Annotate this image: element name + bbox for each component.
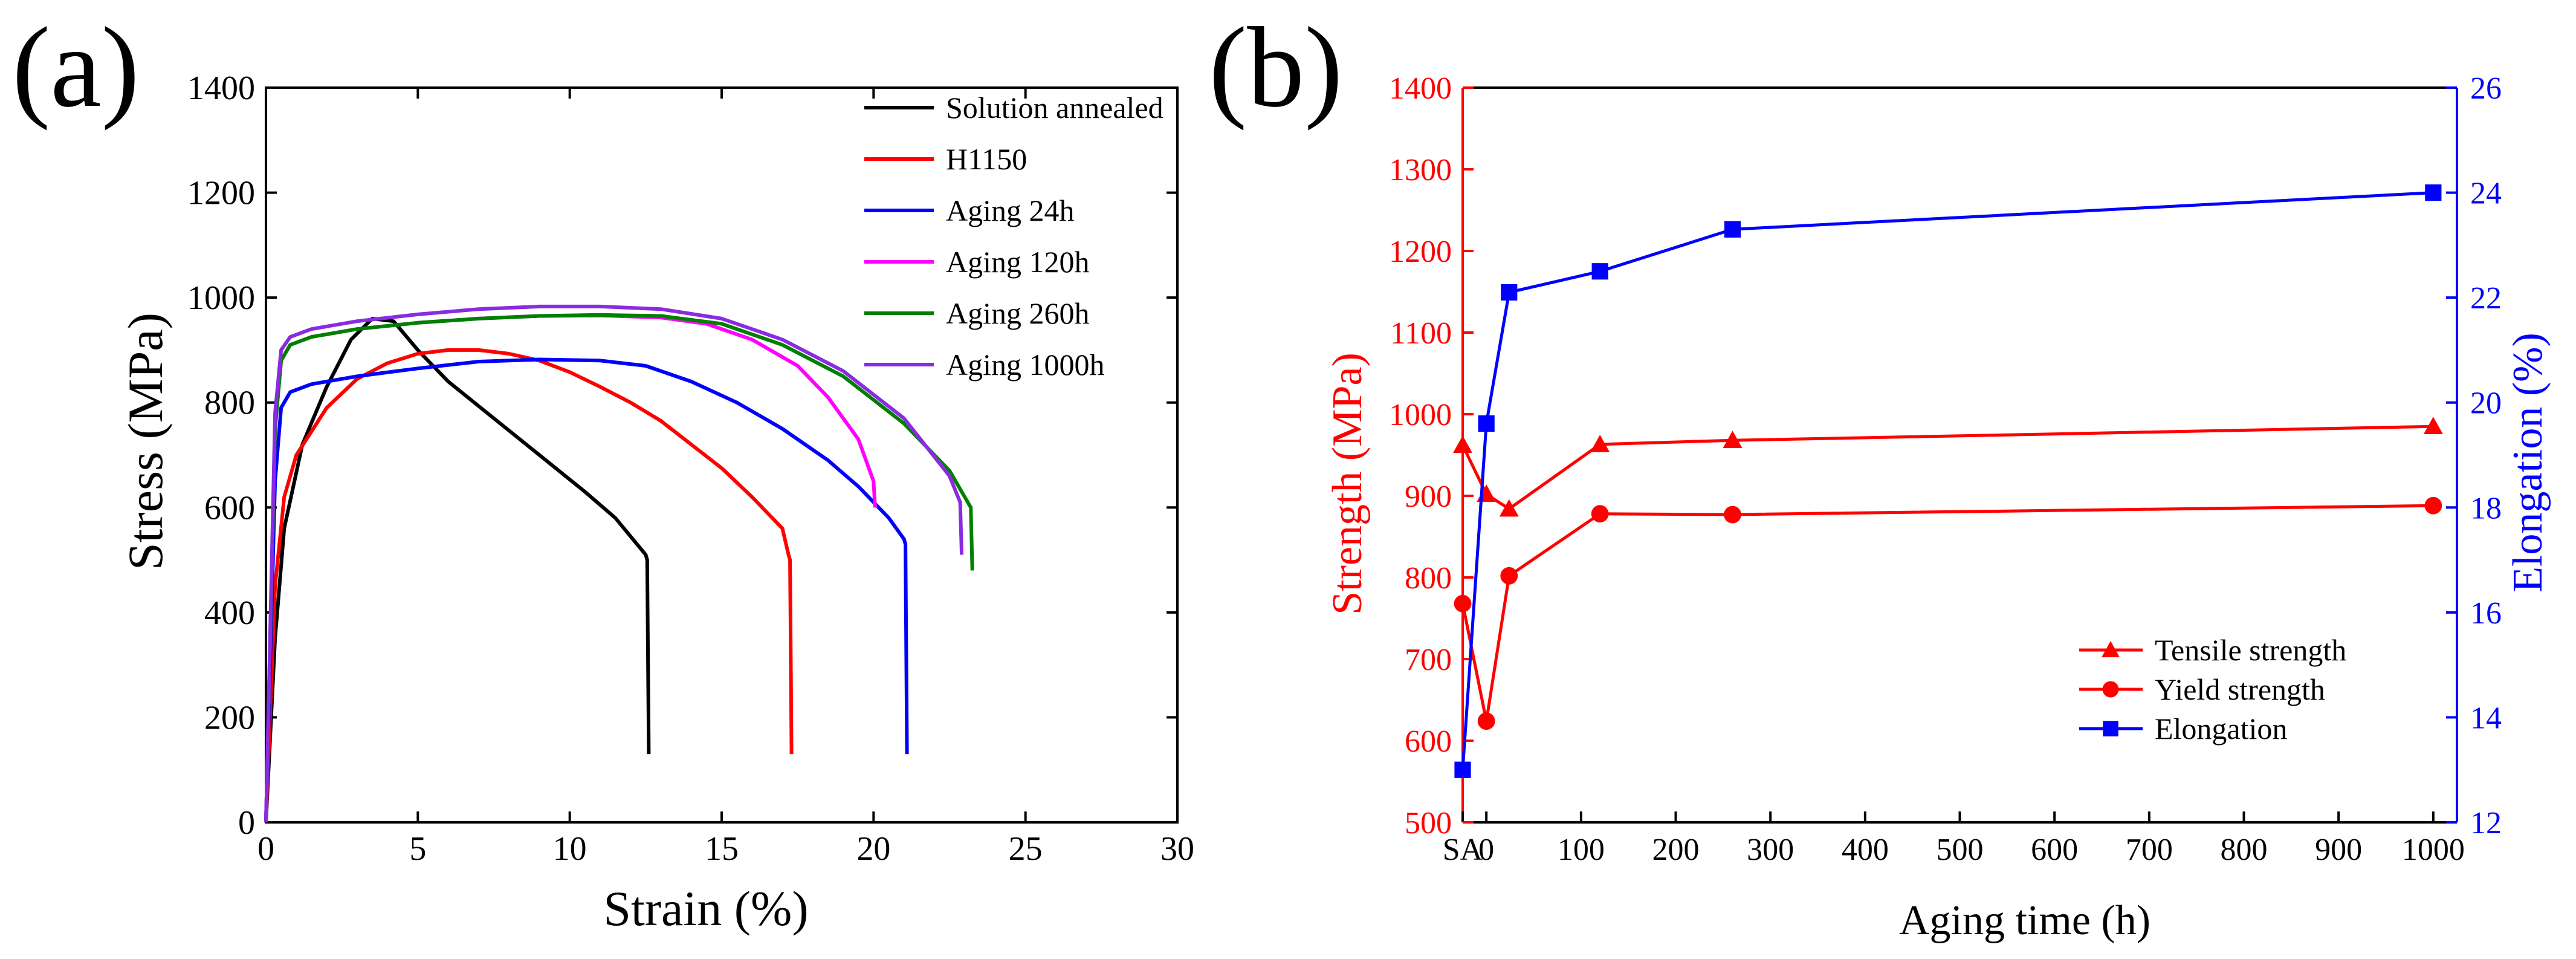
y-tick-label: 1200 bbox=[187, 175, 255, 212]
y2-tick-label: 18 bbox=[2470, 491, 2502, 525]
legend-label-4: Aging 260h bbox=[946, 296, 1090, 330]
y2-tick-label: 20 bbox=[2470, 386, 2502, 421]
legend-marker-2 bbox=[2103, 721, 2118, 736]
panel-b-plot-area: SA0 100 200 300 400 500 600 700 800 900 1000 500 600… bbox=[1389, 71, 2502, 867]
data-point-square bbox=[2425, 184, 2442, 201]
panel-b-right-y-axis-title: Elongation (%) bbox=[2505, 333, 2551, 593]
y-tick-label: 1300 bbox=[1389, 153, 1452, 187]
series-line-1 bbox=[1461, 504, 2433, 722]
data-point-triangle bbox=[1590, 434, 1610, 452]
legend-label-5: Aging 1000h bbox=[946, 348, 1105, 382]
x-tick-label: 30 bbox=[1160, 830, 1194, 868]
x-tick-label: 400 bbox=[1842, 833, 1889, 867]
y-tick-label: 0 bbox=[238, 804, 255, 842]
legend-marker-1 bbox=[2102, 681, 2119, 698]
x-tick-label: 0 bbox=[257, 830, 274, 868]
panel-a-label: (a) bbox=[12, 4, 140, 131]
y2-tick-label: 12 bbox=[2470, 806, 2502, 840]
y-tick-label: 900 bbox=[1405, 479, 1452, 514]
y-tick-label: 800 bbox=[204, 385, 255, 422]
data-point-square bbox=[1591, 263, 1608, 280]
legend-label-0: Solution annealed bbox=[946, 91, 1163, 125]
panel-a-y-axis-title: Stress (MPa) bbox=[118, 313, 173, 570]
y2-tick-label: 22 bbox=[2470, 281, 2502, 316]
series-line-0 bbox=[1461, 424, 2433, 511]
x-tick-label: 600 bbox=[2031, 833, 2078, 867]
legend-label-3: Aging 120h bbox=[946, 245, 1090, 279]
x-tick-label: 200 bbox=[1652, 833, 1700, 867]
y-tick-label: 1100 bbox=[1390, 316, 1452, 351]
x-tick-label: 0 bbox=[1478, 833, 1494, 867]
y-tick-label: 200 bbox=[204, 699, 255, 736]
y2-tick-label: 26 bbox=[2470, 71, 2502, 106]
y-tick-label: 600 bbox=[204, 489, 255, 527]
panel-b-label: (b) bbox=[1209, 4, 1343, 131]
y-tick-label: 600 bbox=[1405, 724, 1452, 759]
x-tick-label: 15 bbox=[705, 830, 739, 868]
panel-a-legend: Solution annealed H1150 Aging 24h Aging 120… bbox=[864, 91, 1163, 382]
y2-tick-label: 14 bbox=[2470, 701, 2502, 735]
x-tick-label: 700 bbox=[2126, 833, 2173, 867]
data-point-circle bbox=[1477, 712, 1495, 730]
data-point-circle bbox=[1500, 567, 1518, 585]
data-point-circle bbox=[2424, 496, 2442, 515]
y-tick-label: 1000 bbox=[187, 279, 255, 317]
legend-label-0: Tensile strength bbox=[2155, 633, 2346, 667]
panel-a-plot-area: 0 5 10 15 20 25 30 0 200 400 600 800 1000 1200 1400 bbox=[187, 70, 1194, 868]
data-point-square bbox=[1501, 284, 1518, 301]
legend-label-2: Aging 24h bbox=[946, 193, 1075, 227]
data-point-triangle bbox=[1453, 435, 1472, 453]
data-point-triangle bbox=[2423, 417, 2443, 435]
x-tick-label: 800 bbox=[2221, 833, 2268, 867]
data-point-circle bbox=[1724, 506, 1741, 524]
x-tick-label: 500 bbox=[1937, 833, 1984, 867]
legend-label-1: H1150 bbox=[946, 142, 1027, 176]
data-point-triangle bbox=[1723, 431, 1743, 448]
series-line-2 bbox=[1461, 191, 2433, 770]
panel-a: (a) 0 5 10 15 20 25 30 0 200 400 600 800 1000 1200 140… bbox=[12, 4, 1194, 936]
panel-a-x-axis-title: Strain (%) bbox=[603, 881, 808, 936]
panel-b-left-y-axis-title: Strength (MPa) bbox=[1324, 353, 1371, 615]
x-tick-label: 1000 bbox=[2402, 833, 2465, 867]
y-tick-label: 500 bbox=[1405, 806, 1452, 840]
y-tick-label: 1000 bbox=[1389, 398, 1452, 432]
panel-b-x-axis-title: Aging time (h) bbox=[1899, 897, 2150, 944]
series-line-4 bbox=[264, 313, 974, 823]
panel-b: (b) SA0 100 200 300 400 500 600 700 800 900 1000 50… bbox=[1209, 4, 2551, 944]
series-line-3 bbox=[264, 313, 877, 823]
series-line-1 bbox=[264, 348, 794, 823]
y2-tick-label: 24 bbox=[2470, 177, 2502, 211]
x-tick-label: 20 bbox=[856, 830, 890, 868]
x-tick-label: 25 bbox=[1009, 830, 1043, 868]
data-point-square bbox=[1724, 221, 1741, 238]
y-tick-label: 1400 bbox=[1389, 71, 1452, 106]
x-tick-label: 5 bbox=[409, 830, 426, 868]
data-point-triangle bbox=[1477, 484, 1497, 502]
series-line-2 bbox=[264, 357, 909, 823]
y2-tick-label: 16 bbox=[2470, 596, 2502, 631]
x-tick-label: 300 bbox=[1747, 833, 1794, 867]
data-point-circle bbox=[1454, 594, 1472, 613]
y-tick-label: 800 bbox=[1405, 561, 1452, 596]
y-tick-label: 400 bbox=[204, 594, 255, 632]
data-point-square bbox=[1478, 415, 1495, 432]
data-point-square bbox=[1454, 761, 1471, 778]
data-point-circle bbox=[1591, 505, 1609, 523]
legend-label-1: Yield strength bbox=[2155, 672, 2325, 706]
y-tick-label: 1200 bbox=[1389, 235, 1452, 269]
series-line-5 bbox=[264, 304, 964, 823]
x-tick-label: 10 bbox=[553, 830, 587, 868]
panel-b-legend: Tensile strength Yield strength Elongation bbox=[2079, 633, 2346, 746]
series-line-0 bbox=[264, 316, 651, 823]
x-tick-label: SA bbox=[1443, 833, 1483, 867]
x-tick-label: 100 bbox=[1558, 833, 1605, 867]
y-tick-label: 700 bbox=[1405, 643, 1452, 677]
legend-marker-0 bbox=[2102, 641, 2120, 657]
y-tick-label: 1400 bbox=[187, 70, 255, 107]
x-tick-label: 900 bbox=[2315, 833, 2362, 867]
data-point-triangle bbox=[1499, 499, 1519, 517]
legend-label-2: Elongation bbox=[2155, 712, 2287, 746]
